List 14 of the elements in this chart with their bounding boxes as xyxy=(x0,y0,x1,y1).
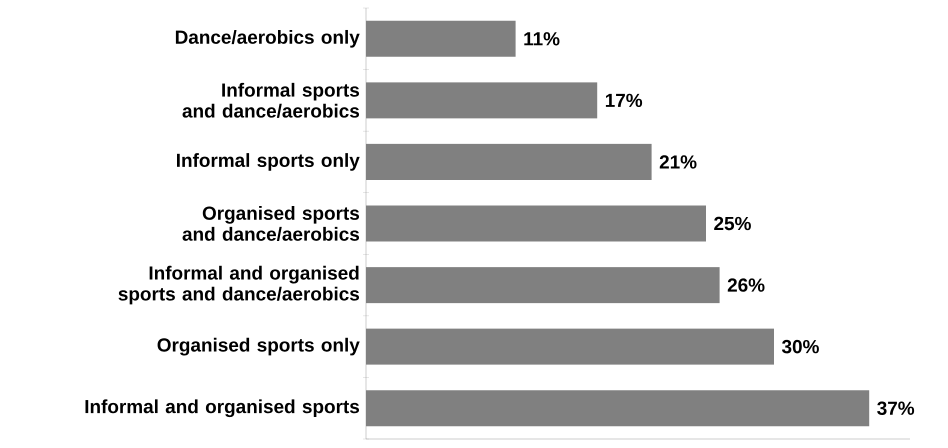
data-label: 17% xyxy=(606,94,642,108)
data-label: 25% xyxy=(714,216,751,230)
data-label: 11% xyxy=(524,32,560,46)
data-label: 37% xyxy=(877,402,914,415)
y-tick-label: Dance/aerobics only xyxy=(176,30,360,48)
y-tick-label: Informal and organised sports and dance/aerobics xyxy=(118,266,360,304)
y-tick-label: Organised sports only xyxy=(158,338,360,356)
data-label: 26% xyxy=(728,278,764,292)
y-tick-label: Informal and organised sports xyxy=(86,399,360,418)
data-label: 21% xyxy=(660,155,696,169)
y-tick-label: Informal sports only xyxy=(177,153,360,171)
y-tick-label: Organised sports and dance/aerobics xyxy=(182,206,360,242)
y-tick-label: Informal sports and dance/aerobics xyxy=(182,82,360,118)
data-label: 30% xyxy=(782,340,819,354)
